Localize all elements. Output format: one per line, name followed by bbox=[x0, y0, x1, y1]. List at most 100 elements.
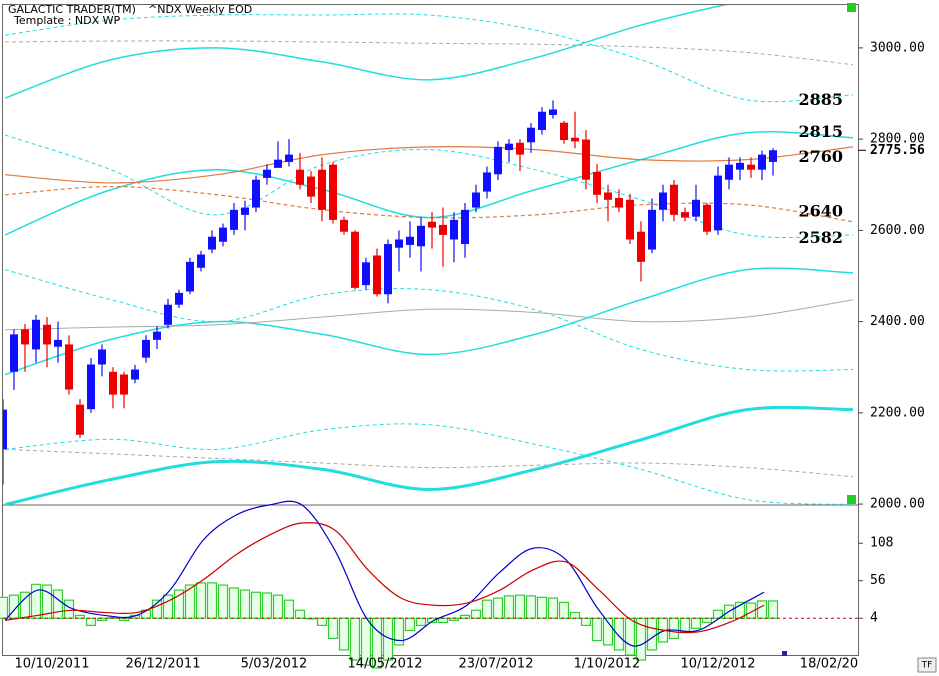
overlay-line bbox=[4, 5, 728, 99]
candle-body bbox=[164, 304, 172, 325]
histogram-bar bbox=[679, 617, 691, 633]
candle-body bbox=[439, 224, 447, 235]
candle-body bbox=[450, 219, 458, 240]
histogram-bar bbox=[569, 611, 581, 619]
histogram-bar bbox=[602, 617, 614, 646]
candle-body bbox=[21, 329, 29, 345]
histogram-bar bbox=[228, 587, 240, 619]
histogram-bar bbox=[525, 595, 537, 619]
x-tick-label: 5/03/2012 bbox=[241, 657, 308, 672]
indicator-line bbox=[4, 500, 765, 647]
x-tick-label: 26/12/2011 bbox=[126, 657, 201, 672]
overlay-line bbox=[4, 299, 854, 331]
y2-tick-label: 108 bbox=[870, 536, 893, 551]
histogram-bar bbox=[272, 594, 284, 619]
candle-body bbox=[494, 146, 502, 175]
histogram-bar bbox=[591, 617, 603, 642]
candle-body bbox=[637, 231, 645, 262]
candle-body bbox=[769, 150, 777, 162]
candle-body bbox=[516, 142, 524, 155]
histogram-bar bbox=[239, 589, 251, 619]
candle-body bbox=[120, 374, 128, 395]
candle-body bbox=[43, 324, 51, 345]
y-tick-label: 2000.00 bbox=[870, 497, 925, 512]
candle-body bbox=[560, 122, 568, 141]
histogram-bar bbox=[19, 591, 31, 619]
candle-body bbox=[747, 164, 755, 170]
candle-body bbox=[175, 292, 183, 305]
candle-body bbox=[681, 212, 689, 218]
y-tick-label: 3000.00 bbox=[870, 40, 925, 55]
histogram-bar bbox=[63, 599, 75, 619]
candle-body bbox=[549, 109, 557, 115]
marker bbox=[847, 3, 856, 12]
histogram-bar bbox=[646, 617, 658, 651]
title: GALACTIC TRADER(TM) bbox=[8, 3, 136, 16]
y-tick-label: 2200.00 bbox=[870, 405, 925, 420]
level-label: 2815 bbox=[798, 122, 843, 141]
candle-body bbox=[307, 176, 315, 197]
x-tick-label: 23/07/2012 bbox=[459, 657, 534, 672]
corner-box bbox=[917, 657, 937, 673]
candle-body bbox=[582, 139, 590, 180]
candle-body bbox=[153, 331, 161, 340]
candle-body bbox=[32, 319, 40, 350]
price-plot bbox=[3, 5, 854, 505]
template-label: Template : NDX WP bbox=[13, 14, 120, 27]
histogram-bar bbox=[195, 582, 207, 619]
histogram-bar bbox=[481, 599, 493, 619]
candle-body bbox=[208, 236, 216, 250]
histogram-bar bbox=[52, 589, 64, 619]
candle-body bbox=[648, 209, 656, 250]
marker bbox=[782, 651, 787, 656]
histogram-bar bbox=[690, 617, 702, 629]
axes: 3000.00 2800.00 2600.00 2400.00 2200.00 2000.… bbox=[15, 40, 925, 671]
candle-body bbox=[615, 197, 623, 208]
candle-body bbox=[65, 344, 73, 390]
histogram-bar bbox=[536, 596, 548, 619]
candle-body bbox=[373, 255, 381, 295]
histogram-bar bbox=[514, 594, 526, 619]
histogram-bar bbox=[767, 600, 779, 619]
histogram-bar bbox=[294, 609, 306, 619]
candle-body bbox=[626, 199, 634, 240]
candle-body bbox=[483, 172, 491, 192]
candle-body bbox=[54, 339, 62, 347]
histogram-bar bbox=[283, 599, 295, 619]
histogram-bar bbox=[338, 617, 350, 651]
candle-body bbox=[186, 261, 194, 292]
overlay-line bbox=[4, 423, 854, 505]
candle-body bbox=[362, 262, 370, 286]
candle-body bbox=[109, 371, 117, 395]
histogram-bar bbox=[437, 617, 449, 624]
histogram-bar bbox=[151, 599, 163, 619]
indicator-line bbox=[4, 522, 765, 634]
histogram-bar bbox=[173, 589, 185, 619]
histogram-bar bbox=[613, 617, 625, 651]
candle-body bbox=[714, 175, 722, 231]
candle-body bbox=[538, 111, 546, 130]
indicator-plot bbox=[0, 500, 858, 669]
histogram-bar bbox=[558, 601, 570, 619]
histogram-bar bbox=[8, 594, 20, 619]
overlay-line bbox=[4, 131, 854, 236]
y-tick-label: 2800.00 bbox=[870, 132, 925, 147]
histogram-bar bbox=[261, 592, 273, 619]
histogram-bar bbox=[547, 597, 559, 619]
y-tick-label: 2400.00 bbox=[870, 314, 925, 329]
candle-body bbox=[252, 179, 260, 208]
candle-body bbox=[131, 369, 139, 380]
histogram-bar bbox=[415, 617, 427, 627]
candle-body bbox=[241, 207, 249, 215]
corner-label: TF bbox=[921, 661, 933, 671]
candle-body bbox=[593, 171, 601, 195]
histogram-bar bbox=[624, 617, 636, 656]
level-label: 2760 bbox=[798, 147, 843, 166]
histogram-bar bbox=[0, 596, 9, 619]
histogram-bar bbox=[316, 617, 328, 627]
candle-body bbox=[395, 239, 403, 248]
histogram-bar bbox=[492, 597, 504, 619]
candle-body bbox=[274, 159, 282, 168]
